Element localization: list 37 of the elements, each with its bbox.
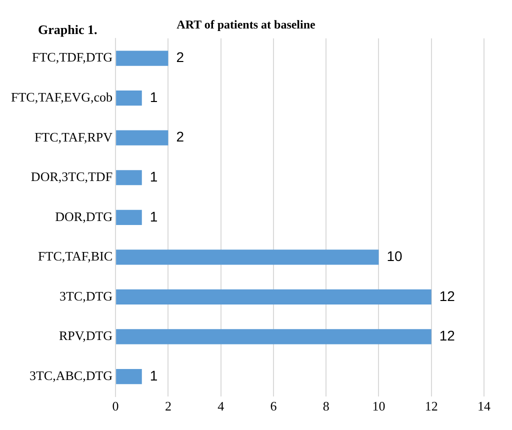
data-label: 12 bbox=[439, 328, 456, 344]
data-label: 1 bbox=[150, 367, 158, 384]
y-tick-label: FTC,TAF,RPV bbox=[34, 129, 114, 144]
y-tick-label: DOR,DTG bbox=[55, 208, 113, 224]
x-tick-label: 10 bbox=[372, 398, 386, 414]
x-tick-label: 6 bbox=[270, 398, 278, 414]
x-tick-label: 14 bbox=[478, 398, 491, 414]
bar bbox=[116, 210, 142, 225]
y-tick-label: FTC,TAF,BIC bbox=[38, 248, 113, 264]
chart-title: ART of patients at baseline bbox=[176, 17, 316, 32]
data-label: 12 bbox=[439, 288, 456, 304]
data-label: 1 bbox=[150, 88, 158, 105]
x-tick-label: 2 bbox=[164, 398, 172, 414]
y-tick-label: FTC,TDF,DTG bbox=[32, 50, 113, 65]
x-tick-label: 8 bbox=[322, 398, 330, 414]
bar bbox=[116, 50, 168, 66]
data-label: 1 bbox=[150, 168, 158, 184]
bar bbox=[116, 329, 432, 344]
data-label: 10 bbox=[386, 248, 403, 264]
data-label: 1 bbox=[150, 208, 158, 224]
text: Graphic 1. bbox=[38, 22, 98, 38]
y-tick-label: 3TC,ABC,DTG bbox=[29, 368, 113, 383]
bar bbox=[116, 289, 432, 305]
bar bbox=[116, 170, 142, 186]
y-tick-label: DOR,3TC,TDF bbox=[30, 169, 113, 184]
data-label: 2 bbox=[176, 128, 184, 145]
y-tick-label: RPV,DTG bbox=[58, 328, 113, 344]
y-tick-label: 3TC,DTG bbox=[59, 288, 113, 304]
bar bbox=[116, 90, 142, 106]
y-tick-label: FTC,TAF,EVG,cob bbox=[10, 89, 113, 104]
x-tick-label: 12 bbox=[424, 398, 438, 414]
x-tick-label: 0 bbox=[112, 398, 119, 414]
bar bbox=[116, 130, 168, 146]
bar bbox=[116, 250, 379, 265]
bar bbox=[116, 368, 142, 384]
data-label: 2 bbox=[176, 49, 184, 66]
x-tick-label: 4 bbox=[218, 398, 225, 414]
